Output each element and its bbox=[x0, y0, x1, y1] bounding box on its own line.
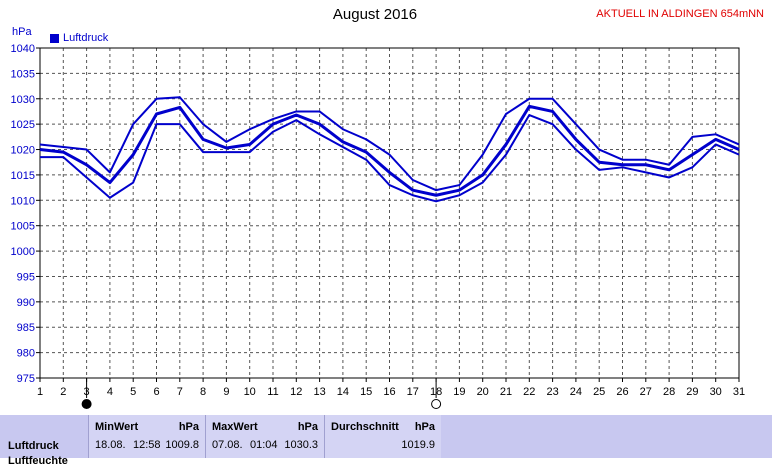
max-header: MaxWert bbox=[212, 421, 258, 433]
max-value-cell: MaxWert hPa 07.08. 01:04 1030.3 bbox=[205, 415, 324, 458]
y-axis-unit: hPa bbox=[12, 26, 32, 38]
new-moon-icon bbox=[81, 399, 92, 409]
max-value: 1030.3 bbox=[284, 439, 318, 451]
x-tick-label: 14 bbox=[337, 386, 349, 398]
x-tick-label: 31 bbox=[733, 386, 745, 398]
y-tick-label: 1025 bbox=[11, 119, 35, 131]
y-tick-label: 1010 bbox=[11, 195, 35, 207]
station-status: AKTUELL IN ALDINGEN 654mNN bbox=[596, 8, 764, 20]
series-line-mean bbox=[39, 104, 740, 197]
y-tick-label: 1015 bbox=[11, 170, 35, 182]
x-tick-label: 2 bbox=[60, 386, 66, 398]
min-value: 1009.8 bbox=[165, 439, 199, 451]
legend-swatch bbox=[50, 33, 59, 43]
x-tick-label: 22 bbox=[523, 386, 535, 398]
x-tick-label: 28 bbox=[663, 386, 675, 398]
x-tick-label: 15 bbox=[360, 386, 372, 398]
x-tick-label: 12 bbox=[290, 386, 302, 398]
y-tick-label: 1040 bbox=[11, 43, 35, 55]
full-moon-icon bbox=[431, 399, 442, 409]
x-tick-label: 10 bbox=[244, 386, 256, 398]
legend: Luftdruck bbox=[50, 32, 108, 44]
stats-footer: Luftdruck Luftfeuchte MinWert hPa 18.08.… bbox=[0, 415, 772, 467]
x-tick-label: 8 bbox=[200, 386, 206, 398]
x-tick-label: 30 bbox=[710, 386, 722, 398]
x-tick-label: 29 bbox=[686, 386, 698, 398]
legend-label: Luftdruck bbox=[63, 32, 109, 44]
x-tick-label: 1 bbox=[37, 386, 43, 398]
x-tick-label: 19 bbox=[453, 386, 465, 398]
min-time: 12:58 bbox=[133, 439, 161, 451]
max-time: 01:04 bbox=[250, 439, 278, 451]
pressure-chart: 9759809859909951000100510101015102010251… bbox=[11, 43, 745, 409]
y-tick-label: 990 bbox=[17, 297, 35, 309]
x-tick-label: 16 bbox=[383, 386, 395, 398]
x-tick-label: 26 bbox=[616, 386, 628, 398]
avg-header: Durchschnitt bbox=[331, 421, 399, 433]
row-label: Luftdruck bbox=[8, 440, 59, 452]
y-tick-label: 1030 bbox=[11, 94, 35, 106]
x-tick-label: 5 bbox=[130, 386, 136, 398]
y-tick-label: 1000 bbox=[11, 246, 35, 258]
chart-title: August 2016 bbox=[332, 6, 418, 23]
x-tick-label: 23 bbox=[546, 386, 558, 398]
series-line-max bbox=[39, 96, 740, 192]
y-tick-label: 980 bbox=[17, 348, 35, 360]
x-tick-label: 25 bbox=[593, 386, 605, 398]
x-tick-label: 7 bbox=[177, 386, 183, 398]
x-tick-label: 6 bbox=[153, 386, 159, 398]
y-tick-label: 1035 bbox=[11, 68, 35, 80]
x-tick-label: 11 bbox=[267, 386, 278, 398]
row-label-2: Luftfeuchte bbox=[8, 455, 68, 467]
x-tick-label: 17 bbox=[407, 386, 419, 398]
max-unit: hPa bbox=[297, 421, 318, 433]
x-tick-label: 13 bbox=[313, 386, 325, 398]
y-tick-label: 1005 bbox=[11, 221, 35, 233]
y-tick-label: 985 bbox=[17, 322, 35, 334]
avg-unit: hPa bbox=[414, 421, 435, 433]
x-tick-label: 27 bbox=[640, 386, 652, 398]
x-tick-label: 20 bbox=[477, 386, 489, 398]
x-tick-label: 4 bbox=[107, 386, 113, 398]
min-header: MinWert bbox=[95, 421, 139, 433]
avg-value: 1019.9 bbox=[401, 439, 435, 451]
series-line-min bbox=[40, 114, 740, 203]
y-tick-label: 995 bbox=[17, 271, 35, 283]
min-unit: hPa bbox=[178, 421, 199, 433]
x-tick-label: 21 bbox=[500, 386, 512, 398]
x-tick-label: 24 bbox=[570, 386, 582, 398]
y-tick-label: 1020 bbox=[11, 145, 35, 157]
y-tick-label: 975 bbox=[17, 373, 35, 385]
avg-value-cell: Durchschnitt hPa 1019.9 bbox=[324, 415, 441, 458]
min-value-cell: MinWert hPa 18.08. 12:58 1009.8 bbox=[88, 415, 205, 458]
x-tick-label: 9 bbox=[223, 386, 229, 398]
max-date: 07.08. bbox=[212, 439, 243, 451]
min-date: 18.08. bbox=[95, 439, 126, 451]
